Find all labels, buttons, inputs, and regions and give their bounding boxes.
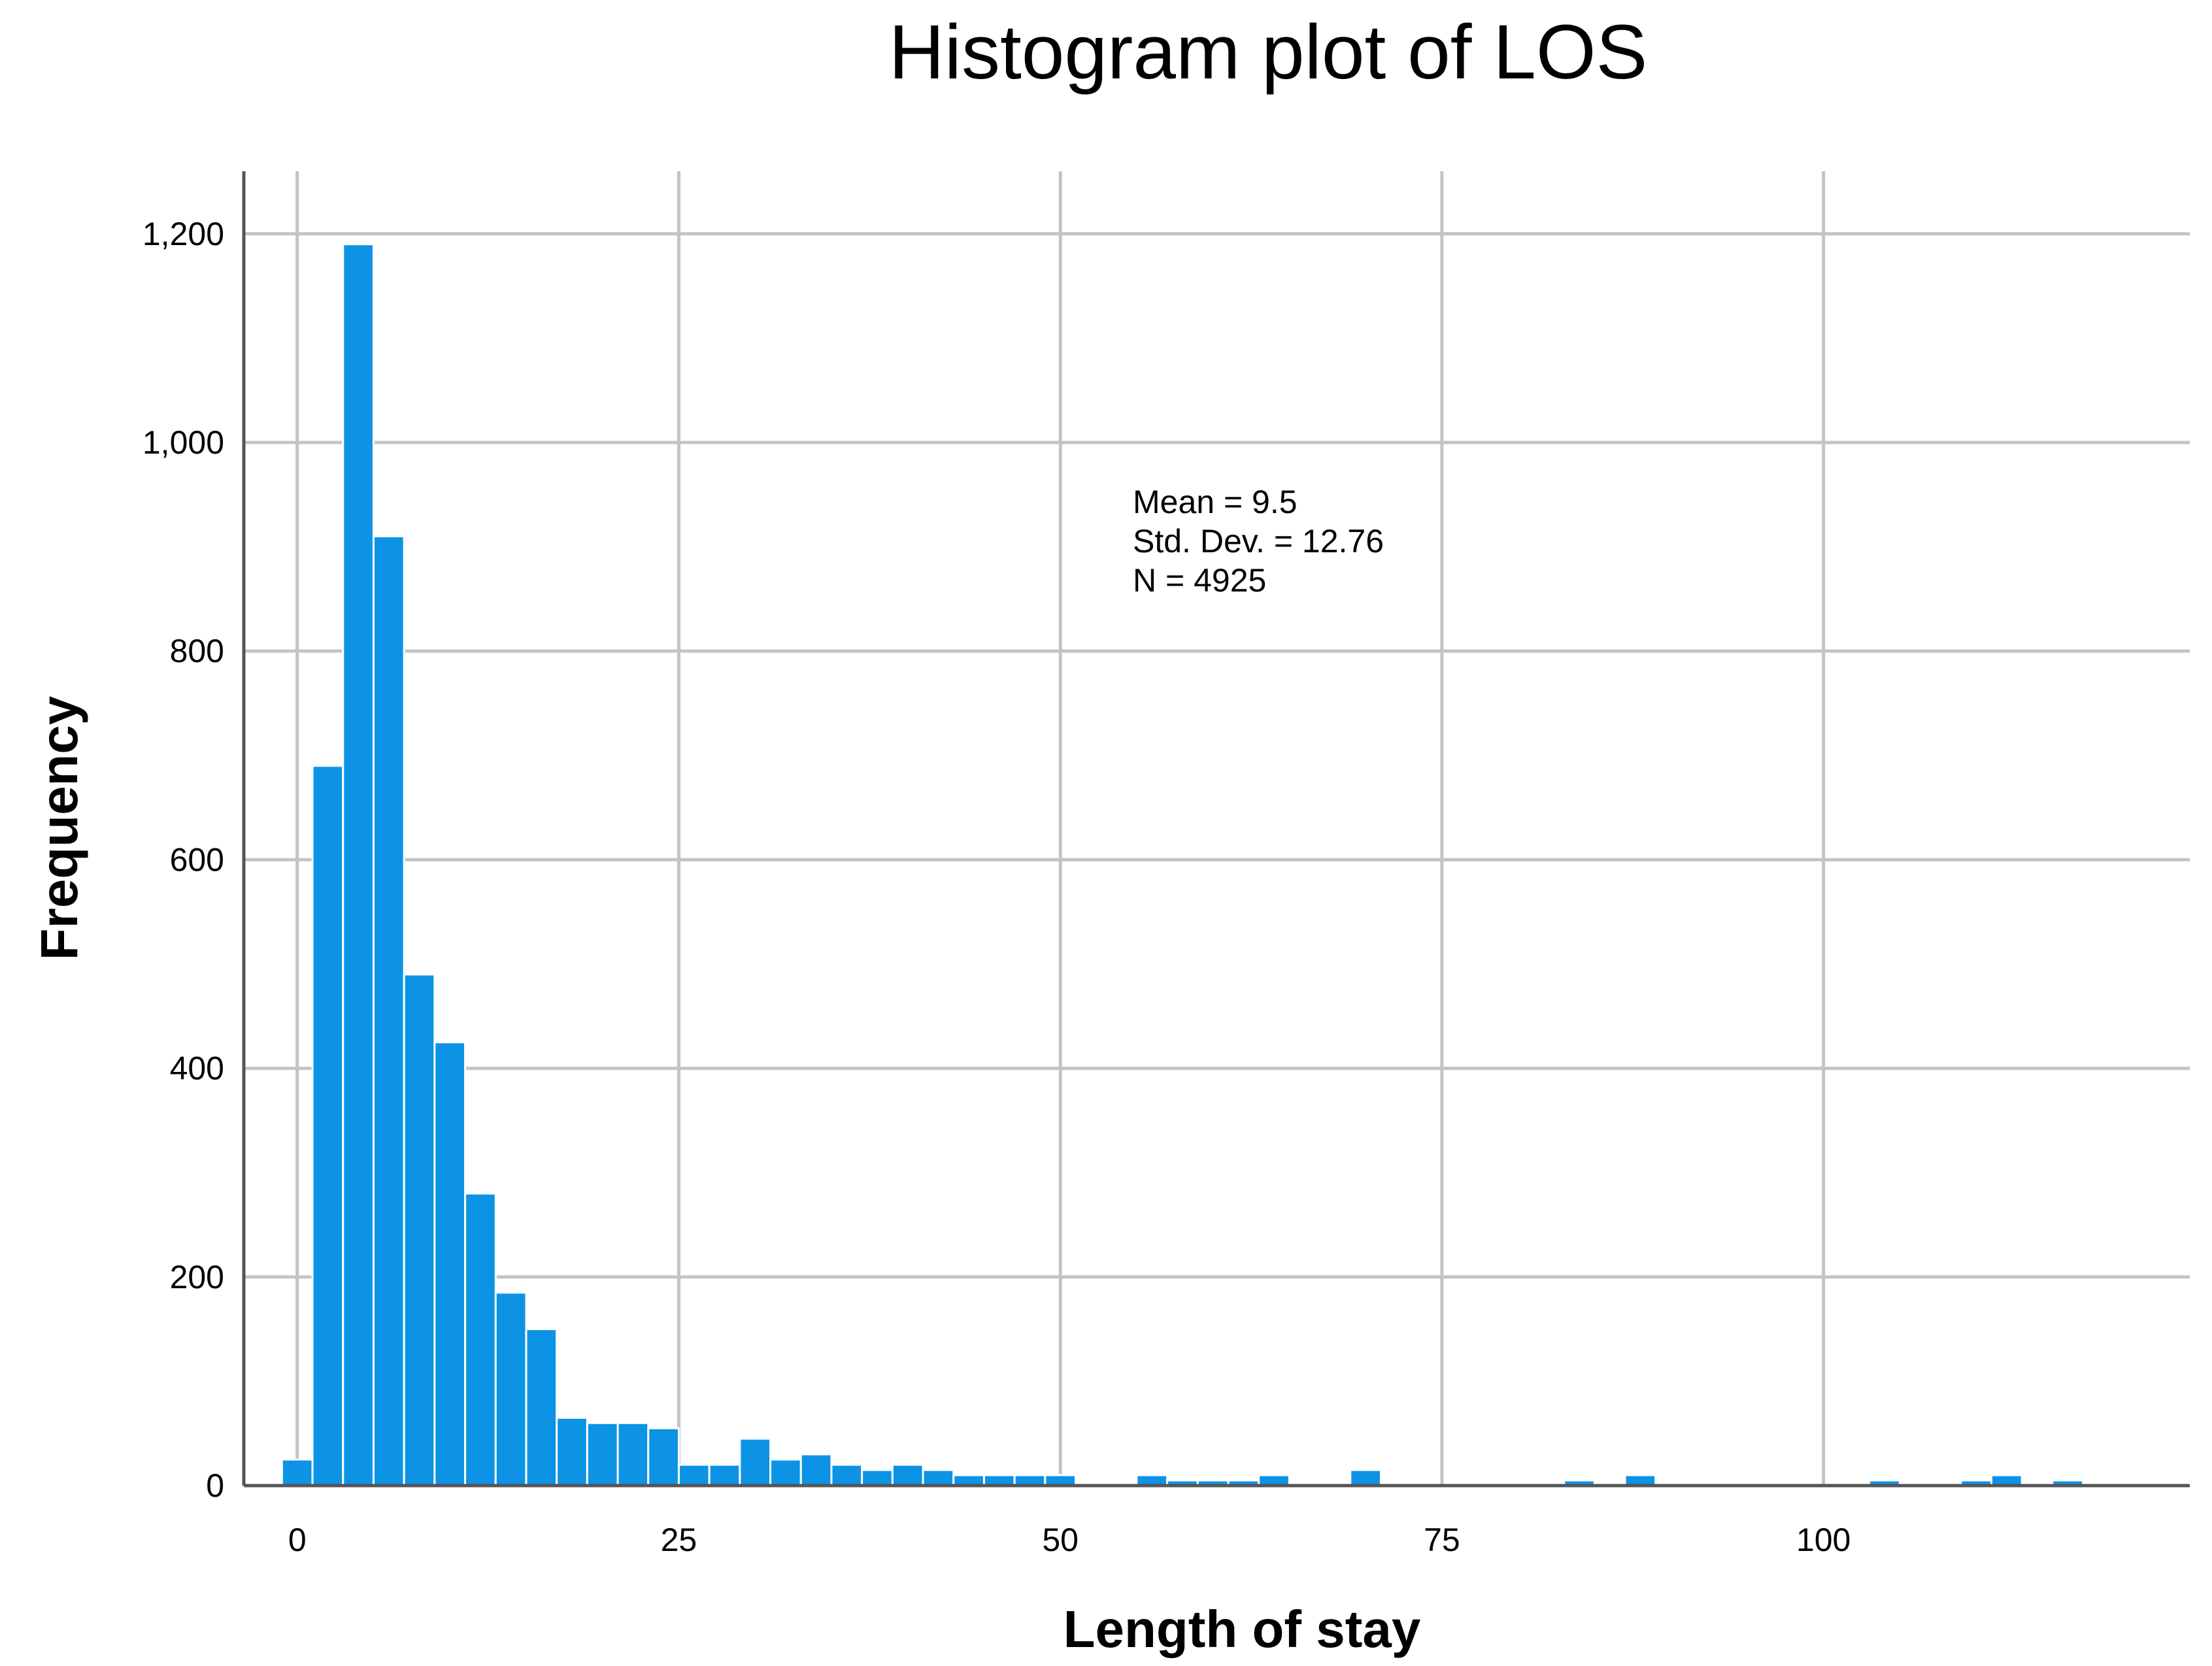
histogram-bar xyxy=(922,1469,955,1487)
histogram-bar xyxy=(556,1416,588,1487)
histogram-bar xyxy=(830,1463,863,1487)
histogram-bar xyxy=(769,1458,802,1487)
stats-mean: Mean = 9.5 xyxy=(1133,484,1298,520)
summary-statistics: Mean = 9.5 Std. Dev. = 12.76 N = 4925 xyxy=(1133,484,1393,599)
axes xyxy=(242,171,2190,1488)
x-tick-label: 75 xyxy=(1424,1522,1460,1558)
x-tick-label: 0 xyxy=(288,1522,307,1558)
y-tick-label: 1,000 xyxy=(142,424,224,461)
histogram-bar xyxy=(586,1422,619,1487)
bars xyxy=(280,243,2085,1487)
y-tick-label: 400 xyxy=(170,1050,224,1087)
y-tick-label: 600 xyxy=(170,841,224,878)
histogram-bar xyxy=(342,243,375,1487)
histogram-bar xyxy=(739,1437,772,1487)
y-tick-label: 200 xyxy=(170,1259,224,1295)
y-tick-label: 800 xyxy=(170,633,224,669)
x-tick-label: 25 xyxy=(661,1522,697,1558)
histogram-bar xyxy=(464,1192,497,1487)
y-tick-label: 1,200 xyxy=(142,216,224,252)
x-tick-label: 100 xyxy=(1796,1522,1851,1558)
histogram-bar xyxy=(311,765,344,1487)
grid-lines xyxy=(244,171,2190,1486)
stats-std-dev: Std. Dev. = 12.76 xyxy=(1133,523,1384,559)
histogram-bar xyxy=(708,1463,741,1487)
y-axis-label: Frequency xyxy=(30,695,88,960)
histogram-bar xyxy=(433,1041,467,1487)
y-tick-label: 0 xyxy=(206,1467,224,1504)
histogram-bar xyxy=(372,535,405,1487)
histogram-bar xyxy=(1349,1469,1382,1487)
histogram-bar xyxy=(616,1422,650,1487)
histogram-bar xyxy=(891,1463,924,1487)
x-tick-label: 50 xyxy=(1042,1522,1079,1558)
histogram-bar xyxy=(861,1469,894,1487)
histogram-bar xyxy=(647,1427,680,1487)
x-axis-label: Length of stay xyxy=(1064,1600,1421,1658)
histogram-bar xyxy=(494,1291,528,1487)
chart-title: Histogram plot of LOS xyxy=(889,9,1648,95)
stats-n: N = 4925 xyxy=(1133,562,1266,599)
histogram-bar xyxy=(525,1328,558,1487)
histogram-bar xyxy=(403,973,436,1487)
histogram-bar xyxy=(799,1453,833,1487)
x-tick-labels: 0 25 50 75 100 xyxy=(288,1522,1851,1558)
histogram-bar xyxy=(280,1458,314,1487)
histogram-bar xyxy=(677,1463,711,1487)
y-tick-labels: 0 200 400 600 800 1,000 1,200 xyxy=(142,216,224,1504)
